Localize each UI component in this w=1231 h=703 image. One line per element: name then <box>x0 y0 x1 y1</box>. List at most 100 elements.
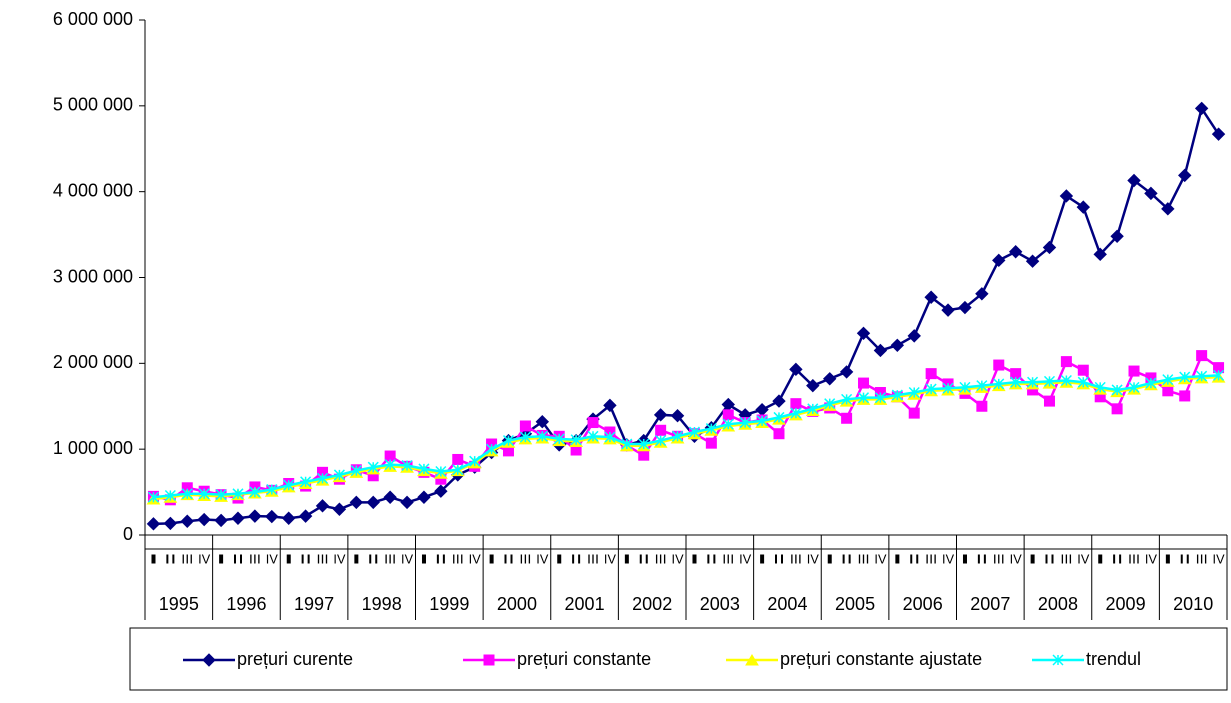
x-group-label: 2003 <box>700 594 740 614</box>
legend-marker <box>745 654 759 666</box>
data-point <box>1178 168 1192 183</box>
data-point <box>638 438 650 450</box>
data-point <box>655 435 667 447</box>
x-tick-label: II <box>164 551 176 566</box>
data-point <box>1076 200 1091 214</box>
data-point <box>418 463 430 475</box>
data-point <box>1008 245 1023 259</box>
data-point <box>435 465 447 478</box>
data-point <box>283 479 295 491</box>
data-point <box>772 394 786 408</box>
x-group-label: 2004 <box>767 594 807 614</box>
x-tick-label: III <box>993 551 1005 566</box>
x-tick-label: II <box>300 551 312 566</box>
data-point <box>790 407 802 419</box>
data-point <box>824 398 836 410</box>
x-tick-label: I <box>215 551 227 566</box>
data-point <box>401 459 413 472</box>
data-point <box>1060 374 1072 387</box>
x-group-label: 1999 <box>429 594 469 614</box>
data-point <box>822 372 837 386</box>
x-tick-label: IV <box>1145 551 1157 566</box>
x-group-label: 2001 <box>565 594 605 614</box>
x-tick-label: II <box>570 551 582 566</box>
x-tick-label: I <box>486 551 498 566</box>
legend-marker <box>1052 654 1064 666</box>
data-point <box>535 414 550 429</box>
data-point <box>941 303 955 317</box>
x-tick-label: IV <box>401 551 413 566</box>
data-point <box>181 488 193 500</box>
data-point <box>756 415 768 427</box>
data-point <box>316 472 329 484</box>
x-tick-label: III <box>249 551 261 566</box>
x-tick-label: III <box>1128 551 1140 566</box>
data-point <box>180 514 194 528</box>
data-point <box>147 491 159 503</box>
x-tick-label: I <box>959 551 971 566</box>
data-point <box>739 417 751 429</box>
x-group-label: 1998 <box>362 594 402 614</box>
x-tick-label: II <box>1043 551 1055 566</box>
data-point <box>856 326 871 340</box>
x-tick-label: II <box>976 551 988 566</box>
y-tick-label: 0 <box>123 524 133 544</box>
data-point <box>1144 186 1158 201</box>
data-point <box>638 449 650 461</box>
y-tick-label: 1 000 000 <box>53 438 133 458</box>
data-point <box>434 484 448 498</box>
x-tick-label: IV <box>266 551 278 566</box>
data-point <box>1093 247 1107 262</box>
data-point <box>1196 350 1208 362</box>
data-point <box>1111 384 1123 396</box>
x-group-label: 2000 <box>497 594 537 614</box>
x-tick-label: III <box>587 551 599 566</box>
data-point <box>958 300 972 315</box>
data-point <box>890 338 905 353</box>
x-tick-label: III <box>519 551 531 566</box>
series-line <box>153 105 1220 526</box>
x-tick-label: IV <box>672 551 684 566</box>
x-tick-label: IV <box>198 551 210 566</box>
x-tick-label: III <box>722 551 734 566</box>
data-point <box>891 389 903 401</box>
y-tick-label: 5 000 000 <box>53 95 133 115</box>
data-point <box>705 437 717 449</box>
data-point <box>350 465 362 477</box>
data-point <box>908 407 920 419</box>
data-point <box>198 488 210 500</box>
data-point <box>1077 376 1089 388</box>
legend-marker <box>483 654 495 666</box>
x-tick-label: IV <box>469 551 481 566</box>
data-point <box>908 386 920 399</box>
data-point <box>1027 376 1039 388</box>
x-tick-label: I <box>1094 551 1106 566</box>
data-point <box>806 378 820 393</box>
legend-label: prețuri curente <box>237 649 353 669</box>
data-point <box>281 511 296 525</box>
data-point <box>705 423 717 435</box>
data-point <box>653 408 668 422</box>
data-point <box>1111 403 1123 415</box>
data-point <box>976 400 988 412</box>
x-tick-label: III <box>858 551 870 566</box>
data-point <box>839 365 854 379</box>
x-tick-label: II <box>502 551 514 566</box>
data-point <box>349 495 364 510</box>
data-point <box>486 443 498 455</box>
data-point <box>1077 364 1089 376</box>
data-point <box>1043 395 1055 407</box>
data-point <box>925 368 937 380</box>
x-tick-label: III <box>181 551 193 566</box>
data-point <box>1060 356 1072 368</box>
x-tick-label: IV <box>1010 551 1022 566</box>
data-point <box>249 486 261 498</box>
data-point <box>1194 101 1209 116</box>
data-point <box>924 290 938 304</box>
data-point <box>519 420 531 432</box>
data-point <box>603 398 617 413</box>
x-tick-label: IV <box>604 551 616 566</box>
data-point <box>1010 368 1022 380</box>
data-point <box>925 383 937 395</box>
